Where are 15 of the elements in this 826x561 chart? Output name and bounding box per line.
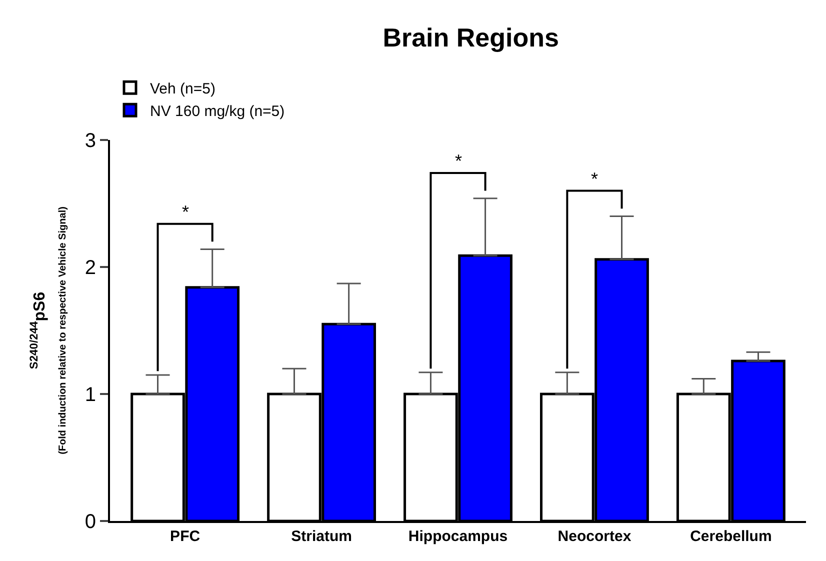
annotation: * [591, 169, 598, 189]
x-tick-label: Striatum [291, 528, 352, 545]
x-tick-label: Neocortex [558, 528, 632, 545]
y-tick-label: 0 [84, 511, 96, 533]
legend-label: NV 160 mg/kg (n=5) [150, 103, 285, 120]
x-tick-label: PFC [170, 528, 200, 545]
y-tick-label: 2 [84, 257, 96, 279]
annotation: * [182, 202, 190, 222]
x-tick-label: Hippocampus [408, 528, 508, 545]
legend-label: Veh (n=5) [150, 80, 216, 98]
chart-title: Brain Regions [382, 22, 559, 52]
y-tick-label: 3 [84, 130, 96, 152]
x-tick-label: Cerebellum [690, 528, 772, 545]
annotation: * [455, 151, 462, 171]
y-tick-label: 1 [84, 384, 96, 406]
